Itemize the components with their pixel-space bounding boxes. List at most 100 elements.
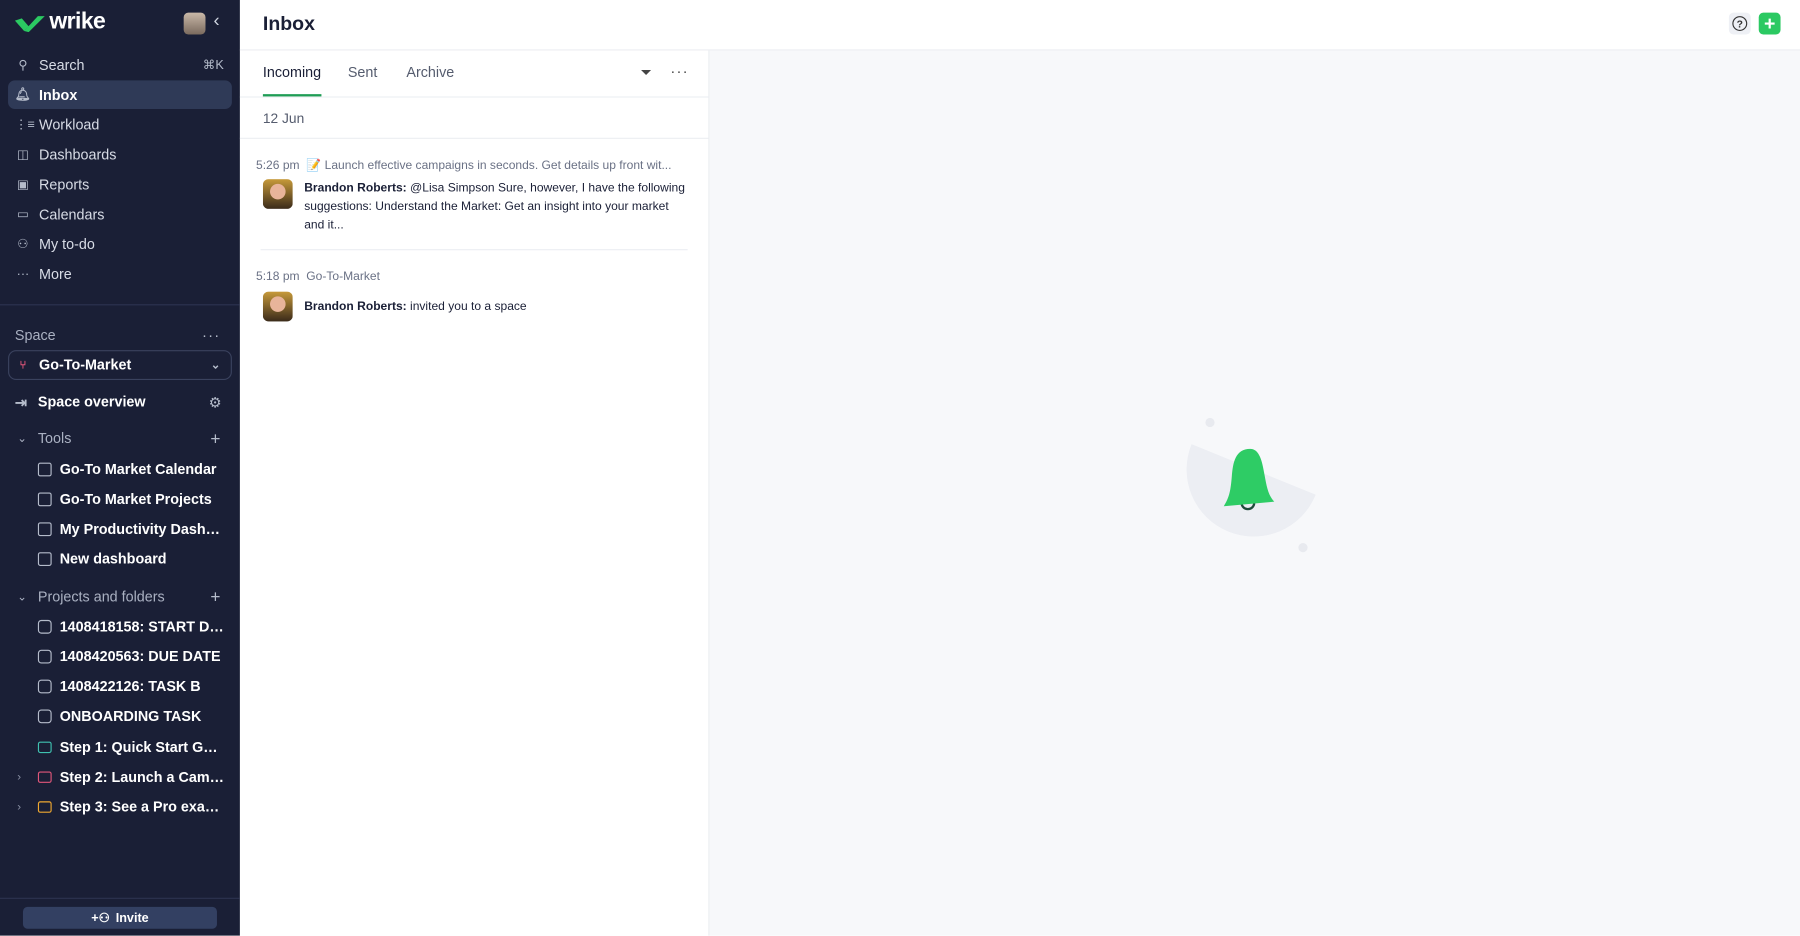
calendar-icon <box>37 462 52 477</box>
invite-label: Invite <box>115 910 149 925</box>
collapse-sidebar-icon[interactable]: ‹ <box>213 11 220 31</box>
project-label: 1408420563: DUE DATE <box>59 648 221 665</box>
project-label: 1408422126: TASK B <box>59 678 201 695</box>
report-icon: ▣ <box>16 177 29 192</box>
tool-label: Go-To Market Calendar <box>59 461 217 478</box>
tab-archive[interactable]: Archive <box>406 64 455 81</box>
header: Inbox ? + <box>239 0 1800 51</box>
message-meta: 5:26 pm 📝 Launch effective campaigns in … <box>256 157 692 172</box>
chevron-down-icon: ⌄ <box>210 358 221 372</box>
filter-icon[interactable]: ⏷ <box>640 64 652 81</box>
more-options-icon[interactable]: ··· <box>670 61 689 80</box>
nav-label: Dashboards <box>39 146 117 163</box>
chevron-down-icon: ⌄ <box>17 432 27 445</box>
bell-icon: 🔔︎ <box>14 88 31 103</box>
projects-group[interactable]: ⌄ Projects and folders + <box>0 585 240 608</box>
space-label: Space <box>14 327 56 344</box>
message-subject[interactable]: Go-To-Market <box>306 269 380 284</box>
workload-icon: ⋮≡ <box>14 118 35 133</box>
nav-inbox[interactable]: 🔔︎ Inbox <box>8 80 232 110</box>
user-avatar[interactable] <box>183 12 206 35</box>
todo-icon: ⚇ <box>17 237 29 252</box>
message-meta: 5:18 pm Go-To-Market <box>256 270 692 284</box>
project-icon <box>37 709 52 724</box>
nav-label: Search <box>39 56 85 73</box>
folder-item[interactable]: › Step 3: See a Pro example <box>0 793 240 821</box>
inbox-tabs: Incoming Sent Archive ⏷ ··· <box>239 51 710 98</box>
space-overview[interactable]: ⇥ Space overview ⚙ <box>0 388 240 416</box>
tool-item[interactable]: Go-To Market Calendar <box>0 456 240 484</box>
nav-calendars[interactable]: ▭ Calendars <box>8 200 232 229</box>
enter-icon: ⇥ <box>14 394 27 411</box>
avatar <box>262 179 293 209</box>
project-item[interactable]: 1408420563: DUE DATE <box>0 643 240 671</box>
dashboard-icon <box>37 492 52 507</box>
nav-label: Calendars <box>39 206 105 223</box>
space-icon: ⑂ <box>19 358 27 372</box>
tool-label: My Productivity Dashboard <box>59 521 226 538</box>
date-group-header: 12 Jun <box>239 98 710 139</box>
message-subject[interactable]: 📝 Launch effective campaigns in seconds.… <box>306 158 672 173</box>
add-project-icon[interactable]: + <box>210 587 221 607</box>
invite-button[interactable]: +⚇ Invite <box>22 906 217 929</box>
nav-dashboards[interactable]: ◫ Dashboards <box>8 140 232 169</box>
message-body: Brandon Roberts: @Lisa Simpson Sure, how… <box>304 179 689 234</box>
space-dropdown[interactable]: ⑂ Go-To-Market ⌄ <box>8 350 232 380</box>
tools-label: Tools <box>37 430 72 447</box>
tool-item[interactable]: Go-To Market Projects <box>0 486 240 514</box>
logo-text: wrike <box>49 9 106 35</box>
wrike-logo[interactable]: wrike <box>14 9 106 35</box>
message-time: 5:18 pm <box>256 269 300 284</box>
page-title: Inbox <box>262 12 315 35</box>
tool-label: Go-To Market Projects <box>59 491 212 508</box>
project-item[interactable]: 1408418158: START DATE <box>0 613 240 641</box>
nav-workload[interactable]: ⋮≡ Workload <box>8 110 232 139</box>
nav-label: Workload <box>39 116 100 133</box>
chevron-right-icon[interactable]: › <box>17 800 22 814</box>
search-icon: ⚲ <box>18 58 28 73</box>
message-body: Brandon Roberts: invited you to a space <box>304 297 689 315</box>
projects-label: Projects and folders <box>37 588 165 605</box>
more-icon: ··· <box>16 266 30 281</box>
add-tool-icon[interactable]: + <box>210 428 221 449</box>
folder-icon <box>37 741 52 754</box>
folder-label: Step 2: Launch a Campaign <box>59 769 227 786</box>
project-icon <box>37 649 52 664</box>
sidebar: wrike ‹ ⚲ Search ⌘K 🔔︎ Inbox ⋮≡ Workload ◫ Da… <box>0 0 240 936</box>
gear-icon[interactable]: ⚙ <box>208 394 222 411</box>
nav-label: My to-do <box>39 235 95 252</box>
tool-item[interactable]: New dashboard <box>0 545 240 573</box>
search-shortcut: ⌘K <box>202 58 224 73</box>
message-author: Brandon Roberts: <box>304 299 407 314</box>
help-icon: ? <box>1732 16 1748 31</box>
message-text: @Lisa Simpson Sure, however, I have the … <box>304 181 685 232</box>
tools-group[interactable]: ⌄ Tools + <box>0 427 240 450</box>
nav-search[interactable]: ⚲ Search ⌘K <box>8 51 232 80</box>
nav-reports[interactable]: ▣ Reports <box>8 170 232 199</box>
tool-item[interactable]: My Productivity Dashboard <box>0 515 240 543</box>
nav-label: More <box>39 265 72 282</box>
message-author: Brandon Roberts: <box>304 181 407 196</box>
folder-icon <box>37 801 52 813</box>
chevron-right-icon[interactable]: › <box>17 770 22 784</box>
help-button[interactable]: ? <box>1728 12 1751 35</box>
add-user-icon: +⚇ <box>91 911 110 926</box>
chevron-down-icon: ⌄ <box>17 590 27 604</box>
nav-more[interactable]: ··· More <box>8 259 232 288</box>
project-item[interactable]: ONBOARDING TASK <box>0 703 240 731</box>
create-button[interactable]: + <box>1758 12 1781 35</box>
tab-sent[interactable]: Sent <box>347 64 378 81</box>
space-options-icon[interactable]: ··· <box>202 326 221 344</box>
plus-icon: + <box>1763 12 1776 35</box>
nav-label: Reports <box>39 176 90 193</box>
folder-label: Step 1: Quick Start Guide <box>59 739 227 756</box>
avatar <box>262 291 293 322</box>
folder-item[interactable]: › Step 2: Launch a Campaign <box>0 763 240 791</box>
folder-label: Step 3: See a Pro example <box>59 799 227 816</box>
message-time: 5:26 pm <box>256 158 300 173</box>
tab-incoming[interactable]: Incoming <box>262 64 322 97</box>
folder-item[interactable]: Step 1: Quick Start Guide <box>0 734 240 762</box>
wrike-check-icon <box>14 15 45 32</box>
nav-my-todo[interactable]: ⚇ My to-do <box>8 230 232 259</box>
project-item[interactable]: 1408422126: TASK B <box>0 673 240 701</box>
